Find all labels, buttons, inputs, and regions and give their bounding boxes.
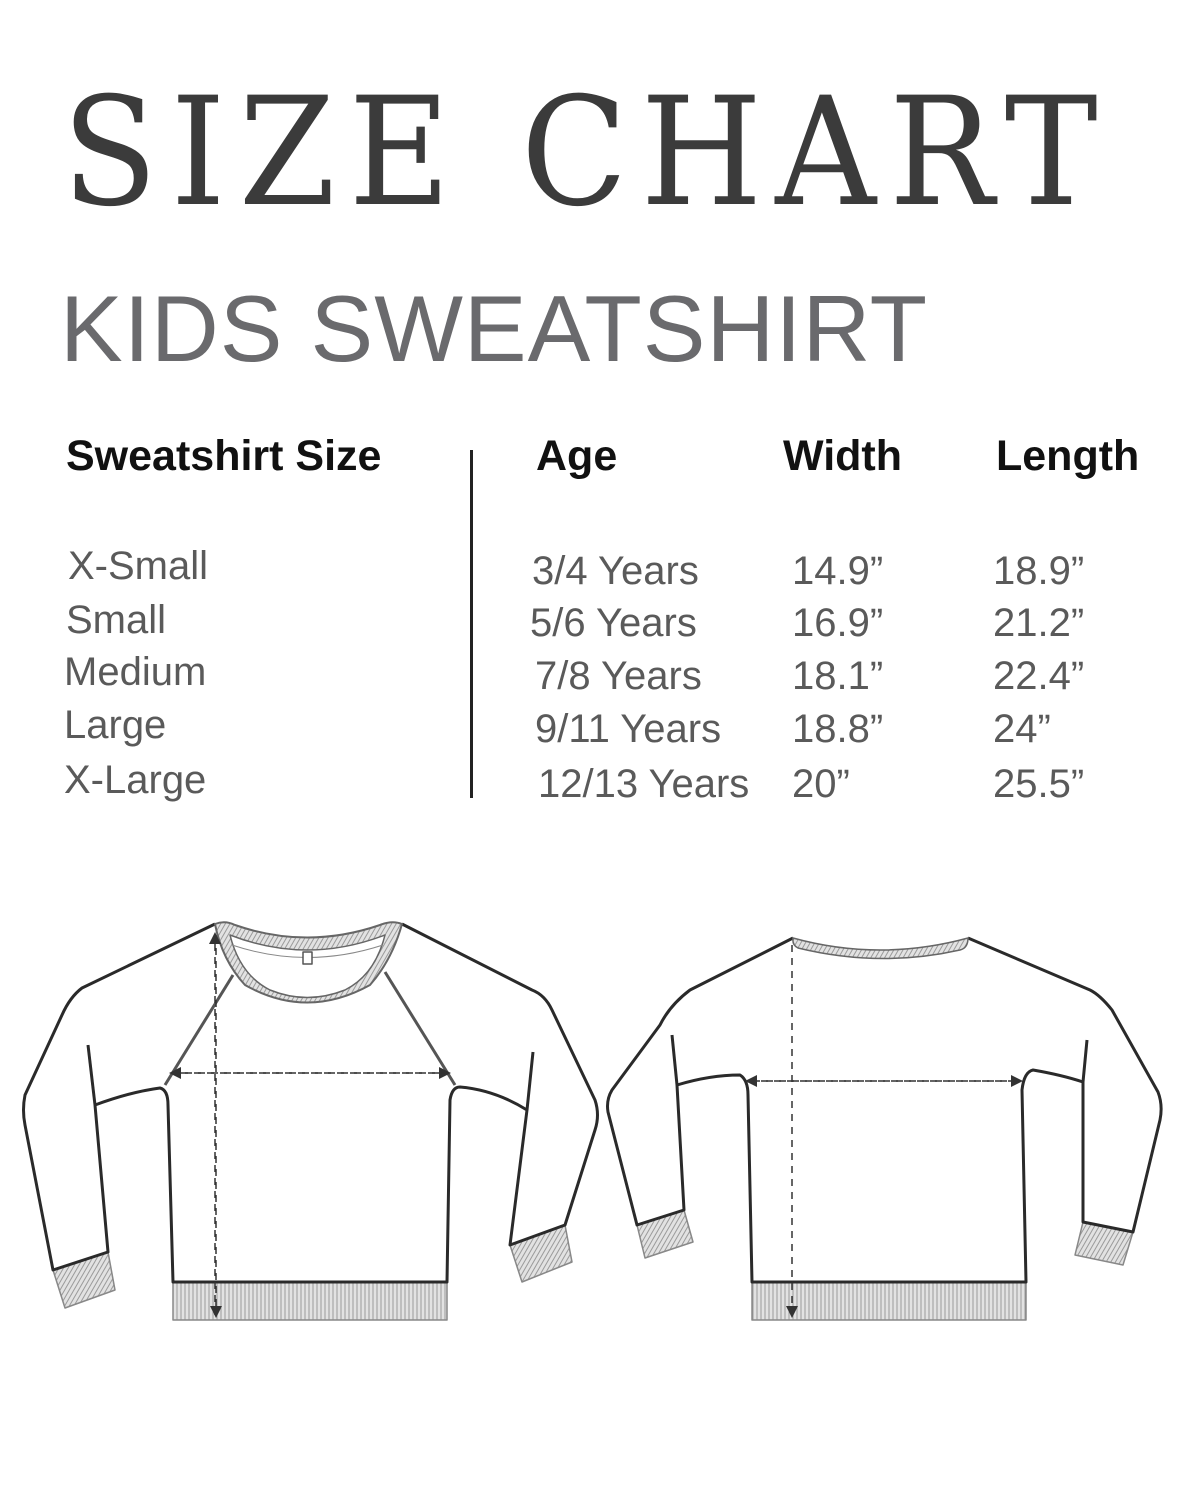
header-width: Width [783, 432, 903, 480]
width-cell: 16.9” [792, 601, 884, 645]
size-cell: Large [64, 703, 167, 747]
length-cell: 22.4” [993, 654, 1085, 698]
width-cell: 18.8” [792, 707, 884, 751]
header-age: Age [536, 432, 618, 480]
length-cell: 18.9” [993, 549, 1085, 593]
age-cell: 5/6 Years [530, 601, 697, 645]
length-cell: 21.2” [993, 601, 1085, 645]
width-cell: 18.1” [792, 654, 884, 698]
width-cell: 20” [792, 762, 850, 806]
header-size: Sweatshirt Size [66, 432, 382, 480]
length-cell: 24” [993, 707, 1051, 751]
width-cell: 14.9” [792, 549, 884, 593]
length-cell: 25.5” [993, 762, 1085, 806]
page-subtitle: KIDS SWEATSHIRT [60, 276, 929, 381]
sweatshirt-front-diagram [22, 921, 599, 1321]
size-cell: Medium [64, 650, 207, 694]
age-cell: 7/8 Years [535, 654, 702, 698]
age-cell: 12/13 Years [538, 762, 750, 806]
size-cell: Small [66, 598, 167, 642]
sweatshirt-diagrams [22, 921, 1163, 1321]
header-length: Length [996, 432, 1140, 480]
age-cell: 9/11 Years [535, 707, 722, 751]
size-cell: X-Large [64, 758, 207, 802]
age-cell: 3/4 Years [532, 549, 699, 593]
column-divider [470, 450, 473, 798]
page-title: SIZE CHART [62, 66, 1111, 240]
sweatshirt-back-diagram [606, 936, 1163, 1321]
size-cell: X-Small [68, 544, 209, 588]
